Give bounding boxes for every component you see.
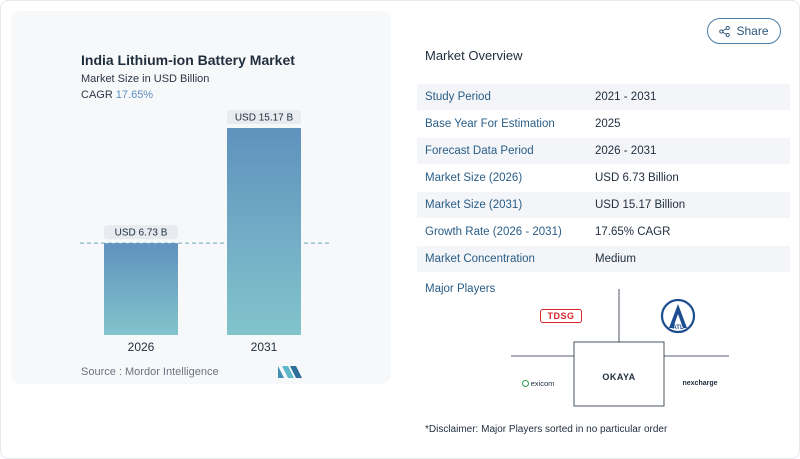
x-tick-label: 2026 xyxy=(128,340,155,354)
okaya-logo: OKAYA xyxy=(602,372,636,382)
chart-cagr: CAGR 17.65% xyxy=(81,89,153,101)
chart-card xyxy=(11,11,391,384)
row-label: Base Year For Estimation xyxy=(425,118,555,130)
cagr-label: CAGR xyxy=(81,89,113,101)
cagr-value: 17.65% xyxy=(115,89,154,101)
row-label: Growth Rate (2026 - 2031) xyxy=(425,226,562,238)
major-players-label: Major Players xyxy=(425,283,496,295)
row-value: USD 6.73 Billion xyxy=(595,172,679,184)
atl-logo: ATL xyxy=(660,298,696,334)
overview-row: Market Size (2031) USD 15.17 Billion xyxy=(417,192,790,219)
bar-2031 xyxy=(227,128,301,335)
exicom-logo: exicom xyxy=(520,377,556,389)
mordor-logo-icon xyxy=(278,366,302,378)
nexcharge-logo: nexcharge xyxy=(682,379,718,387)
x-tick-label: 2031 xyxy=(251,340,278,354)
overview-row: Growth Rate (2026 - 2031) 17.65% CAGR xyxy=(417,219,790,246)
data-label-bg xyxy=(227,110,301,124)
atl-logo-text: ATL xyxy=(672,325,684,331)
chart-subtitle: Market Size in USD Billion xyxy=(81,73,210,85)
bar-chart: USD 6.73 B 2026 USD 15.17 B 2031 xyxy=(80,110,330,354)
row-label: Market Size (2026) xyxy=(425,172,523,184)
overview-row: Study Period 2021 - 2031 xyxy=(417,84,790,111)
exicom-dot-icon xyxy=(521,379,529,387)
row-label: Study Period xyxy=(425,91,491,103)
row-label: Market Size (2031) xyxy=(425,199,523,211)
overview-row: Forecast Data Period 2026 - 2031 xyxy=(417,138,790,165)
row-value: 2021 - 2031 xyxy=(595,91,657,103)
row-value: 2026 - 2031 xyxy=(595,145,657,157)
row-value: 2025 xyxy=(595,118,621,130)
row-value: USD 15.17 Billion xyxy=(595,199,686,211)
source-text: Source : Mordor Intelligence xyxy=(81,366,219,378)
row-label: Forecast Data Period xyxy=(425,145,534,157)
share-button[interactable]: Share xyxy=(707,18,781,44)
share-icon xyxy=(719,25,731,37)
atl-icon: ATL xyxy=(660,298,696,334)
chart-title: India Lithium-ion Battery Market xyxy=(81,52,295,68)
data-label: USD 6.73 B xyxy=(115,228,168,239)
data-label-bg xyxy=(104,225,178,240)
disclaimer-text: *Disclaimer: Major Players sorted in no … xyxy=(425,424,668,435)
share-label: Share xyxy=(736,24,769,38)
bar-2026 xyxy=(104,243,178,335)
overview-row: Market Concentration Medium xyxy=(417,246,790,273)
tdsg-logo: TDSG xyxy=(540,309,582,323)
overview-title: Market Overview xyxy=(425,48,523,63)
overview-table: Study Period 2021 - 2031 Base Year For E… xyxy=(417,84,790,273)
row-value: 17.65% CAGR xyxy=(595,226,671,238)
data-label: USD 15.17 B xyxy=(235,113,294,124)
row-label: Market Concentration xyxy=(425,253,535,265)
overview-row: Base Year For Estimation 2025 xyxy=(417,111,790,138)
overview-row: Market Size (2026) USD 6.73 Billion xyxy=(417,165,790,192)
row-value: Medium xyxy=(595,253,636,265)
